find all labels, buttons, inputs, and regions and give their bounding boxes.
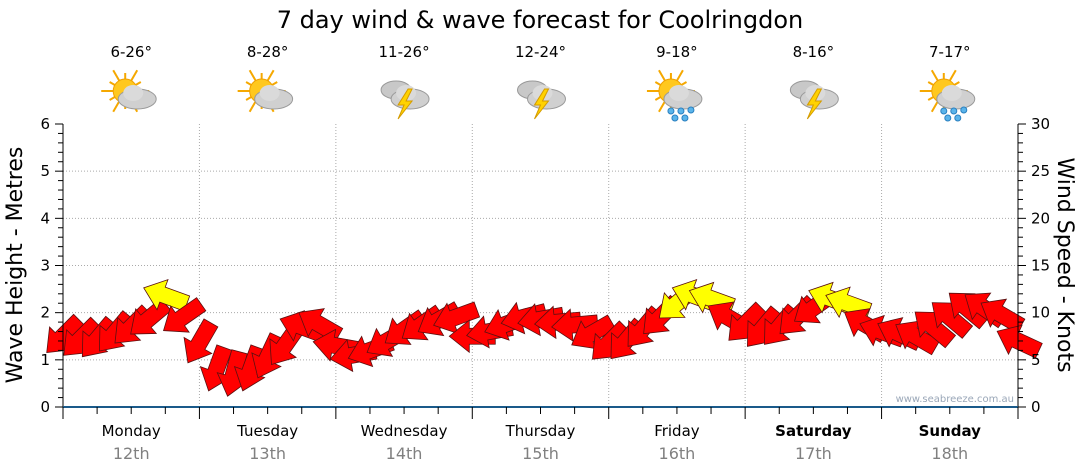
left-axis-title: Wave Height - Metres	[3, 147, 28, 384]
thunderstorm-icon	[789, 80, 839, 120]
wind-arrow	[433, 301, 481, 335]
watermark: www.seabreeze.com.au	[896, 394, 1014, 405]
day-name: Wednesday	[361, 422, 448, 440]
left-tick-label: 1	[40, 351, 50, 369]
day-temp-range: 8-16°	[793, 43, 835, 61]
right-tick-label: 15	[1031, 257, 1050, 275]
day-date: 16th	[659, 444, 696, 463]
right-axis-title: Wind Speed - Knots	[1052, 157, 1077, 372]
day-date: 14th	[386, 444, 423, 463]
wind-arrows	[46, 278, 1043, 397]
day-temp-range: 8-28°	[247, 43, 289, 61]
day-temp-range: 12-24°	[515, 43, 566, 61]
showers-icon	[646, 69, 703, 122]
day-name: Monday	[102, 422, 161, 440]
wind-arrow	[980, 298, 1026, 334]
day-name: Friday	[654, 422, 700, 440]
day-date: 17th	[795, 444, 832, 463]
right-tick-label: 0	[1031, 398, 1041, 416]
wind-arrow	[571, 314, 617, 350]
wind-arrow	[931, 302, 974, 339]
showers-icon	[919, 69, 976, 122]
day-temp-range: 6-26°	[110, 43, 152, 61]
day-date: 13th	[249, 444, 286, 463]
day-name: Sunday	[919, 422, 982, 440]
right-tick-label: 10	[1031, 304, 1050, 322]
day-temp-range: 11-26°	[379, 43, 430, 61]
partly-cloudy-icon	[101, 69, 157, 113]
left-tick-label: 5	[40, 162, 50, 180]
wind-arrow	[996, 324, 1043, 359]
day-date: 12th	[113, 444, 150, 463]
wind-arrow	[163, 297, 207, 333]
day-name: Tuesday	[236, 422, 298, 440]
right-tick-label: 20	[1031, 209, 1050, 227]
wind-arrow	[143, 278, 191, 312]
wind-arrow	[551, 308, 599, 342]
left-tick-label: 3	[40, 257, 50, 275]
weather-icons: 6-26° 8-28° 11-26° 12-24° 9-18° 8-16° 7-17°	[101, 43, 976, 122]
chart-title: 7 day wind & wave forecast for Coolringd…	[277, 6, 804, 34]
wind-arrow	[914, 311, 957, 349]
grid	[63, 124, 1019, 407]
thunderstorm-icon	[517, 80, 566, 120]
right-tick-label: 5	[1031, 351, 1041, 369]
left-tick-label: 4	[40, 209, 50, 227]
day-name: Thursday	[505, 422, 576, 440]
axes: 0 1 2 3 4 5 6 0 5 10 15 20 25 30 Monday 12th Tuesday 13th…	[40, 115, 1050, 463]
right-tick-label: 25	[1031, 162, 1050, 180]
day-name: Saturday	[775, 422, 852, 440]
partly-cloudy-icon	[237, 69, 294, 113]
wind-arrow	[183, 318, 219, 364]
left-tick-label: 0	[40, 398, 50, 416]
day-date: 15th	[522, 444, 559, 463]
left-tick-label: 6	[40, 115, 50, 133]
day-temp-range: 9-18°	[656, 43, 698, 61]
day-date: 18th	[931, 444, 968, 463]
right-tick-label: 30	[1031, 115, 1050, 133]
left-tick-label: 2	[40, 304, 50, 322]
day-temp-range: 7-17°	[929, 43, 971, 61]
thunderstorm-icon	[380, 80, 430, 120]
